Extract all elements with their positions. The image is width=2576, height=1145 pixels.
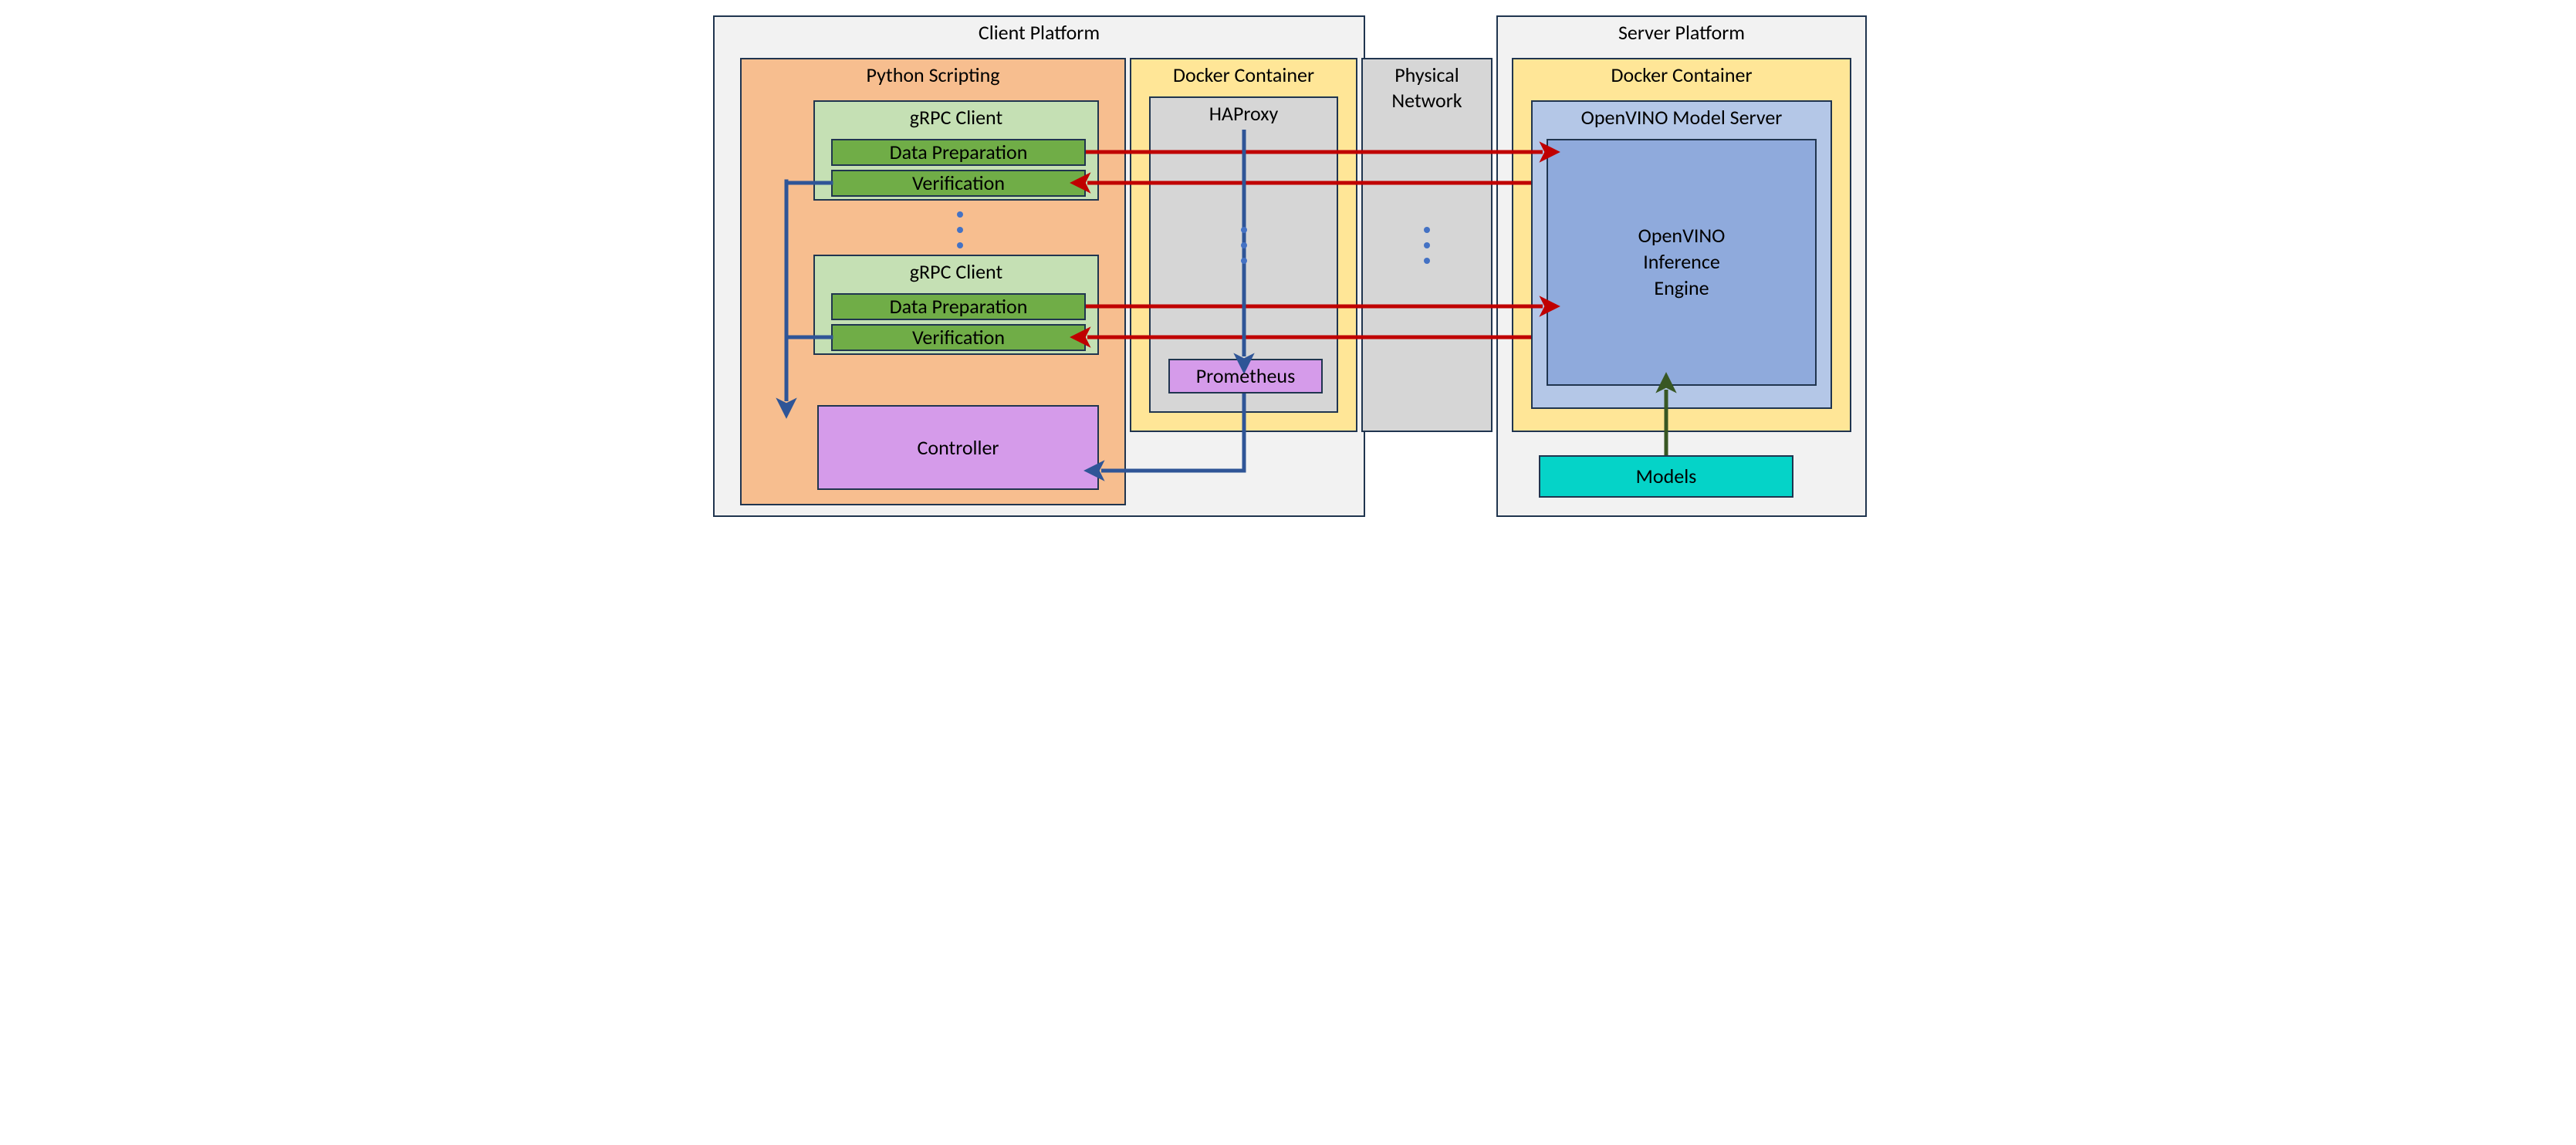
- grpc2-verif-label: Verification: [831, 326, 1086, 350]
- grpc2-prep-label: Data Preparation: [831, 295, 1086, 319]
- physical-network-label: Physical Network: [1361, 62, 1493, 113]
- models-label: Models: [1539, 457, 1793, 496]
- physical-network-box: [1361, 58, 1493, 432]
- python-scripting-label: Python Scripting: [740, 62, 1126, 87]
- ovms-label: OpenVINO Model Server: [1531, 105, 1832, 130]
- docker-server-label: Docker Container: [1512, 62, 1851, 87]
- controller-label: Controller: [817, 405, 1099, 490]
- grpc1-prep-label: Data Preparation: [831, 140, 1086, 164]
- prometheus-label: Prometheus: [1168, 360, 1323, 392]
- grpc2-label: gRPC Client: [813, 259, 1099, 284]
- haproxy-label: HAProxy: [1149, 101, 1338, 126]
- engine-label: OpenVINO Inference Engine: [1547, 139, 1817, 386]
- grpc1-label: gRPC Client: [813, 105, 1099, 130]
- docker-client-label: Docker Container: [1130, 62, 1357, 87]
- client-platform-label: Client Platform: [713, 20, 1365, 45]
- grpc1-verif-label: Verification: [831, 171, 1086, 195]
- server-platform-label: Server Platform: [1496, 20, 1867, 45]
